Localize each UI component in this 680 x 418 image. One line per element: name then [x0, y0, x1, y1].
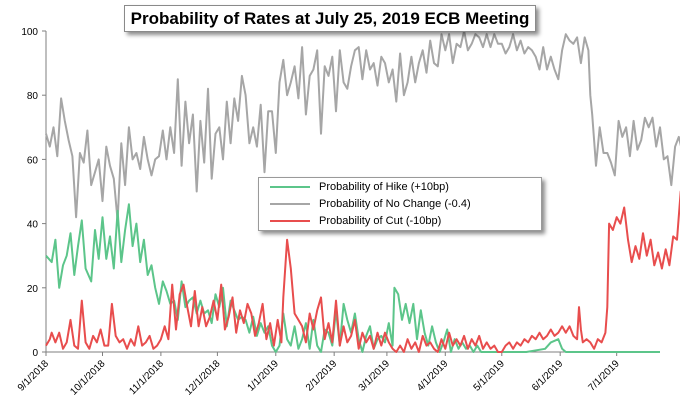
legend-label-no-change: Probability of No Change (-0.4): [319, 198, 471, 210]
x-tick-label: 7/1/2019: [586, 358, 622, 394]
x-tick-label: 10/1/2018: [68, 358, 108, 398]
series-lines: [45, 30, 680, 353]
x-tick-label: 12/1/2018: [183, 358, 223, 398]
x-tick-label: 5/1/2019: [472, 358, 508, 394]
x-ticks: 9/1/2018 10/1/2018 11/1/2018 12/1/2018 1/1/2…: [16, 352, 622, 398]
series-line-cut: [45, 190, 680, 353]
chart-title: Probability of Rates at July 25, 2019 EC…: [124, 5, 536, 32]
x-tick-label: 9/1/2018: [16, 358, 52, 394]
legend: Probability of Hike (+10bp) Probability …: [258, 177, 542, 231]
legend-label-hike: Probability of Hike (+10bp): [319, 181, 449, 193]
legend-label-cut: Probability of Cut (-10bp): [319, 215, 442, 227]
x-tick-label: 11/1/2018: [127, 358, 166, 397]
y-tick-label: 100: [21, 27, 38, 38]
y-tick-label: 80: [27, 91, 39, 102]
series-line-no-change: [45, 30, 680, 222]
y-ticks: 0 20 40 60 80 100: [21, 27, 46, 359]
x-tick-label: 2/1/2019: [304, 358, 340, 394]
legend-swatch-no-change: [270, 203, 310, 205]
x-tick-label: 3/1/2019: [357, 358, 393, 394]
axes: [45, 31, 660, 353]
legend-swatch-cut: [270, 220, 310, 222]
x-tick-label: 1/1/2019: [246, 358, 282, 394]
legend-swatch-hike: [270, 186, 310, 188]
x-tick-label: 4/1/2019: [415, 358, 451, 394]
y-tick-label: 60: [27, 155, 39, 166]
y-tick-label: 40: [27, 220, 39, 231]
y-tick-label: 20: [27, 284, 39, 295]
y-tick-label: 0: [32, 348, 38, 359]
x-tick-label: 6/1/2019: [530, 358, 566, 394]
